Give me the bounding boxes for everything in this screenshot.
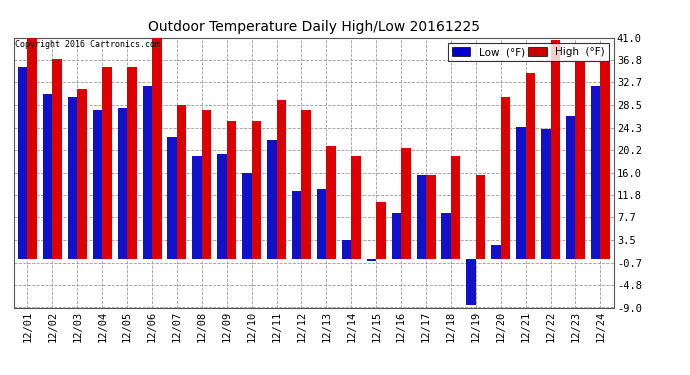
- Bar: [417, 175, 426, 259]
- Bar: [376, 202, 386, 259]
- Bar: [302, 110, 311, 259]
- Legend: Low  (°F), High  (°F): Low (°F), High (°F): [448, 43, 609, 61]
- Bar: [102, 67, 112, 259]
- Bar: [342, 240, 351, 259]
- Bar: [516, 127, 526, 259]
- Bar: [193, 156, 202, 259]
- Bar: [501, 97, 510, 259]
- Bar: [52, 59, 62, 259]
- Bar: [68, 97, 77, 259]
- Bar: [202, 110, 211, 259]
- Bar: [227, 121, 236, 259]
- Bar: [575, 62, 585, 259]
- Bar: [566, 116, 575, 259]
- Bar: [152, 35, 161, 259]
- Bar: [127, 67, 137, 259]
- Bar: [18, 67, 28, 259]
- Bar: [77, 89, 87, 259]
- Bar: [252, 121, 261, 259]
- Bar: [491, 245, 501, 259]
- Bar: [292, 191, 302, 259]
- Bar: [168, 137, 177, 259]
- Bar: [426, 175, 435, 259]
- Bar: [317, 189, 326, 259]
- Bar: [28, 38, 37, 259]
- Bar: [92, 110, 102, 259]
- Bar: [442, 213, 451, 259]
- Bar: [351, 156, 361, 259]
- Bar: [526, 73, 535, 259]
- Bar: [143, 86, 152, 259]
- Bar: [401, 148, 411, 259]
- Bar: [600, 62, 610, 259]
- Bar: [476, 175, 485, 259]
- Bar: [217, 154, 227, 259]
- Bar: [591, 86, 600, 259]
- Bar: [242, 172, 252, 259]
- Bar: [43, 94, 52, 259]
- Bar: [118, 108, 127, 259]
- Bar: [367, 259, 376, 261]
- Bar: [326, 146, 336, 259]
- Bar: [277, 100, 286, 259]
- Bar: [466, 259, 476, 305]
- Text: Copyright 2016 Cartronics.com: Copyright 2016 Cartronics.com: [15, 40, 160, 49]
- Title: Outdoor Temperature Daily High/Low 20161225: Outdoor Temperature Daily High/Low 20161…: [148, 20, 480, 33]
- Bar: [551, 40, 560, 259]
- Bar: [177, 105, 186, 259]
- Bar: [392, 213, 401, 259]
- Bar: [451, 156, 460, 259]
- Bar: [267, 140, 277, 259]
- Bar: [541, 129, 551, 259]
